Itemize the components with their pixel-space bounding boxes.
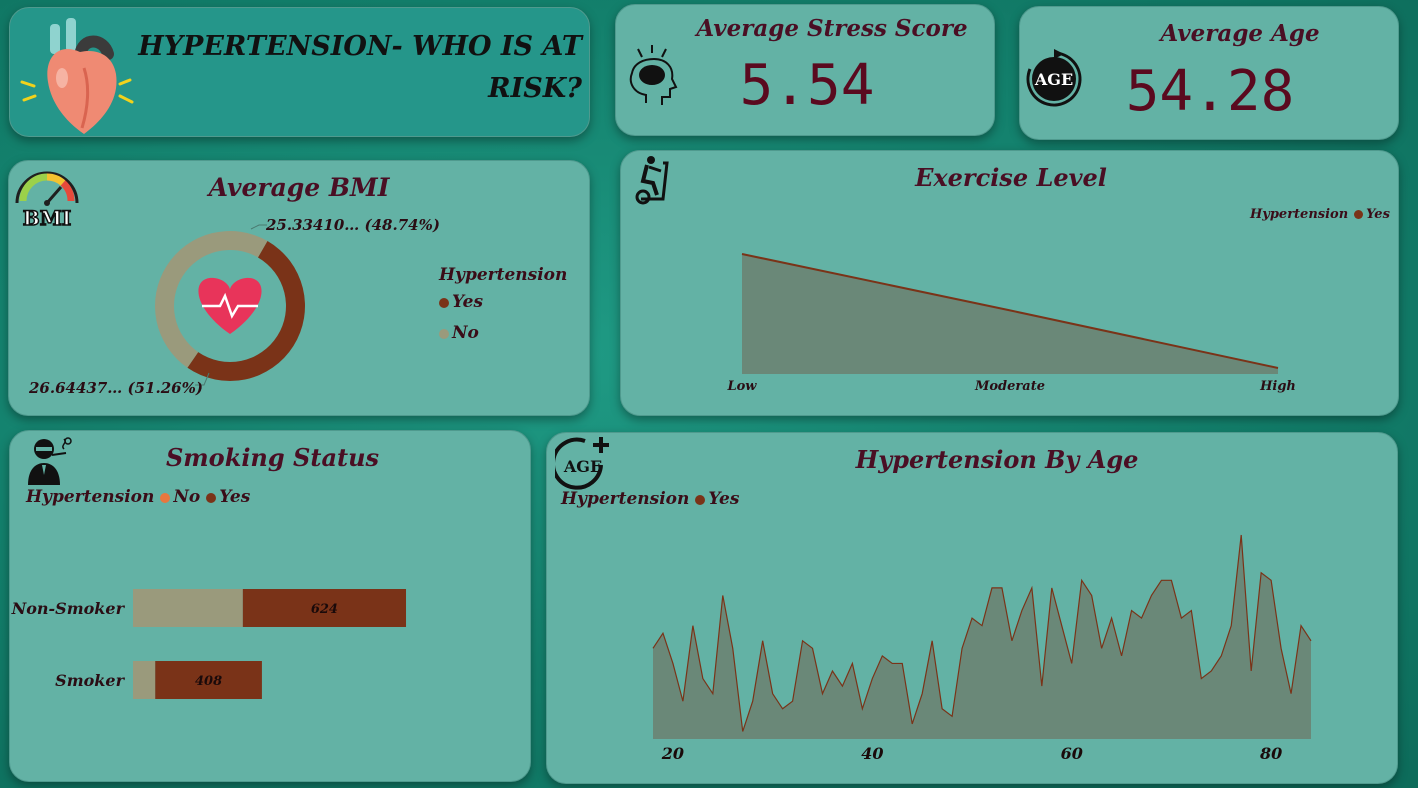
svg-text:AGE: AGE xyxy=(1034,70,1073,89)
stress-value: 5.54 xyxy=(739,53,875,118)
age-label: Average Age xyxy=(1160,20,1320,47)
exercise-bike-icon xyxy=(633,155,673,205)
bmi-legend-no: No xyxy=(433,323,479,343)
exercise-title: Exercise Level xyxy=(915,163,1107,192)
bmi-legend-title: Hypertension xyxy=(439,265,568,285)
exercise-legend-title: Hypertension xyxy=(1250,207,1349,222)
smoking-legend: Hypertension No Yes xyxy=(26,487,250,507)
legend-yes-label: Yes xyxy=(452,292,484,312)
legend-no-label: No xyxy=(452,323,479,343)
age-chart-title: Hypertension By Age xyxy=(855,445,1139,474)
smoking-legend-yes: Yes xyxy=(219,487,251,507)
legend-dot-yes xyxy=(439,297,449,308)
smoking-card: Smoking Status Hypertension No Yes Non-Smo… xyxy=(9,430,531,782)
bar-data-label: 624 xyxy=(311,602,338,617)
bar-no xyxy=(133,589,243,627)
svg-text:BMI: BMI xyxy=(23,206,71,229)
age-refresh-icon: AGE xyxy=(1024,49,1084,109)
exercise-series-line xyxy=(741,253,1279,369)
smoking-title: Smoking Status xyxy=(165,443,380,472)
age-chart-legend-yes: Yes xyxy=(708,489,740,509)
bmi-title: Average BMI xyxy=(208,173,390,202)
smoking-bar-chart: Non-Smoker 624 Smoker 408 xyxy=(11,589,407,699)
leader-line-no xyxy=(250,224,267,230)
donut-slice-no xyxy=(154,230,268,368)
stress-label: Average Stress Score xyxy=(696,15,968,42)
x-tick-label: High xyxy=(1259,379,1296,394)
legend-dot-no xyxy=(160,492,171,503)
smoking-legend-title: Hypertension xyxy=(26,487,155,507)
data-label-yes: 26.64437… (51.26%) xyxy=(28,379,203,397)
bmi-card: BMI Average BMI 25.33410… (48.74%) 26.644… xyxy=(8,160,590,416)
heartbeat-line xyxy=(202,292,258,319)
age-area-chart: 20 40 60 80 xyxy=(652,534,1312,763)
age-series-line xyxy=(652,534,1312,732)
age-chart-card: AGE Hypertension By Age Hypertension Yes … xyxy=(546,432,1398,784)
brain-stress-icon xyxy=(624,45,680,109)
bmi-legend-yes: Yes xyxy=(433,292,483,312)
x-tick-label: 20 xyxy=(661,744,684,763)
y-tick-label: Smoker xyxy=(55,671,125,690)
exercise-legend-yes: Yes xyxy=(1366,207,1390,222)
age-chart-legend: Hypertension Yes xyxy=(561,489,739,509)
svg-text:AGE: AGE xyxy=(563,457,602,476)
page-title: HYPERTENSION- WHO IS AT RISK? xyxy=(138,31,582,104)
heart-illustration-icon xyxy=(20,16,140,134)
age-area-fill xyxy=(653,535,1311,739)
leader-line-yes xyxy=(195,372,210,386)
stress-card: Average Stress Score 5.54 xyxy=(615,4,995,136)
exercise-card: Exercise Level Hypertension Yes Low Modera… xyxy=(620,150,1399,416)
title-card: HYPERTENSION- WHO IS AT RISK? xyxy=(9,7,590,137)
age-chart-legend-title: Hypertension xyxy=(561,489,690,509)
bar-no xyxy=(133,661,156,699)
legend-dot-yes xyxy=(206,492,217,503)
bar-yes xyxy=(155,661,262,699)
y-tick-label: Non-Smoker xyxy=(11,599,126,618)
exercise-area-fill xyxy=(742,254,1278,374)
age-value: 54.28 xyxy=(1125,59,1295,124)
bmi-gauge-icon: BMI xyxy=(11,163,83,231)
data-label-no: 25.33410… (48.74%) xyxy=(265,216,440,234)
legend-dot-yes xyxy=(695,494,706,505)
age-card: AGE Average Age 54.28 xyxy=(1019,6,1399,140)
bar-data-label: 408 xyxy=(195,674,222,689)
exercise-area-chart: Low Moderate High xyxy=(726,253,1296,394)
bar-yes xyxy=(242,589,407,627)
x-tick-label: Moderate xyxy=(974,379,1045,394)
smoking-legend-no: No xyxy=(173,487,201,507)
x-tick-label: Low xyxy=(726,379,757,394)
bmi-donut-chart: 25.33410… (48.74%) 26.64437… (51.26%) xyxy=(28,216,440,397)
donut-slice-yes xyxy=(187,241,305,381)
heart-icon xyxy=(198,277,262,334)
x-tick-label: 40 xyxy=(861,744,883,763)
exercise-legend: Hypertension Yes xyxy=(1250,207,1390,222)
x-tick-label: 80 xyxy=(1259,744,1282,763)
legend-dot-yes xyxy=(1354,210,1364,219)
x-tick-label: 60 xyxy=(1061,744,1083,763)
smoker-icon xyxy=(26,435,72,485)
age-plus-icon: AGE xyxy=(551,435,615,493)
legend-dot-no xyxy=(439,328,449,339)
